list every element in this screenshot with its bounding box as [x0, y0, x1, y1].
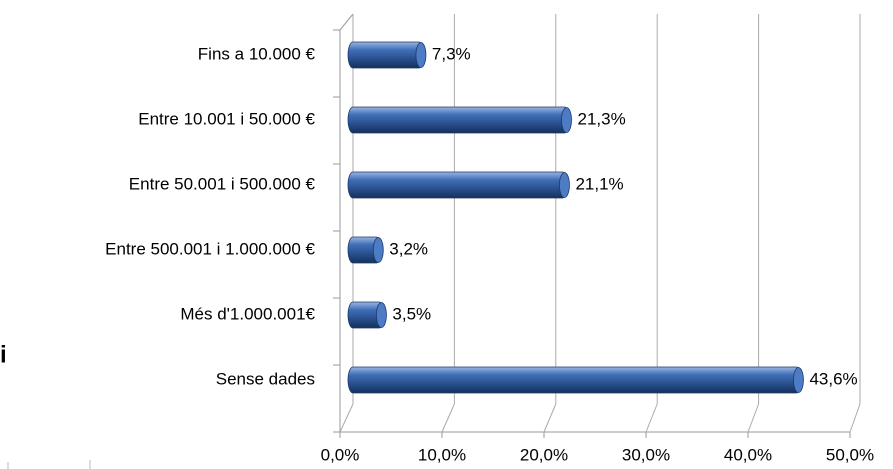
bar [347, 106, 570, 134]
y-tick-label: Entre 50.001 i 500.000 € [129, 174, 316, 193]
x-tick-label: 30,0% [622, 445, 670, 464]
floor-grid-line [747, 403, 760, 433]
bar [347, 41, 425, 69]
floor-grid-line [543, 403, 557, 433]
data-label: 3,2% [389, 239, 428, 258]
bar-cap [561, 107, 572, 133]
x-tick-label: 40,0% [724, 445, 772, 464]
bar-cap [559, 172, 570, 198]
floor-grid-line [849, 403, 861, 433]
bar [347, 366, 802, 394]
x-tick-label: 50,0% [826, 445, 874, 464]
data-label: 7,3% [432, 44, 471, 63]
y-axis-depth [339, 13, 354, 31]
y-tick-label: Sense dades [216, 369, 315, 388]
bar-cap [372, 237, 384, 263]
x-tick-label: 10,0% [418, 445, 466, 464]
floor-grid-line [441, 403, 455, 433]
y-tick-label: Entre 500.001 i 1.000.000 € [105, 239, 315, 258]
floor-grid-line [339, 403, 354, 433]
bar [347, 171, 568, 199]
data-label: 43,6% [809, 369, 857, 388]
x-tick-label: 20,0% [520, 445, 568, 464]
bar-cap [415, 42, 427, 68]
y-tick-label: Fins a 10.000 € [198, 44, 316, 63]
data-label: 3,5% [392, 304, 431, 323]
data-label: 21,3% [578, 109, 626, 128]
x-tick-label: 0,0% [321, 445, 360, 464]
floor-grid-line [645, 403, 658, 433]
y-tick-label: Més d'1.000.001€ [180, 304, 315, 323]
annotation: i [0, 341, 7, 368]
y-tick-label: Entre 10.001 i 50.000 € [138, 109, 315, 128]
bar-cap [375, 302, 387, 328]
bar-cap [793, 367, 804, 393]
data-label: 21,1% [575, 174, 623, 193]
